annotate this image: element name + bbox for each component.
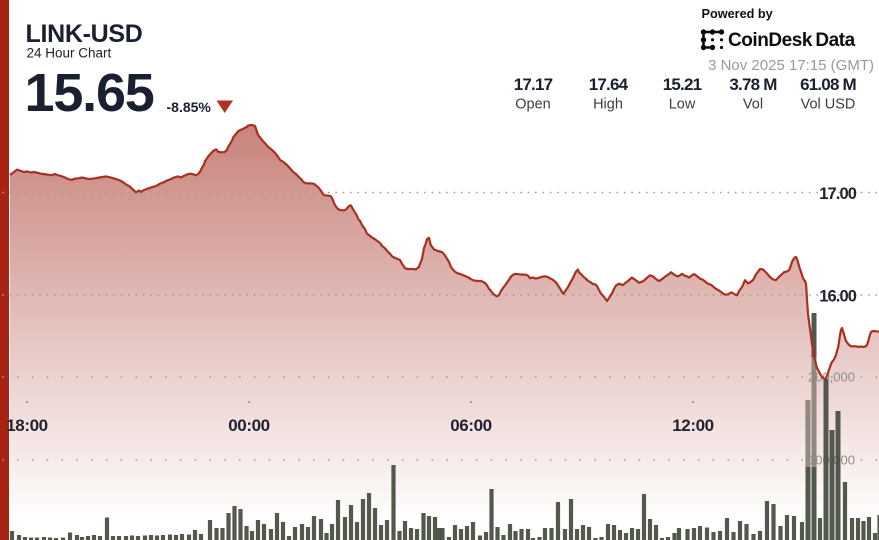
svg-text:Open: Open — [515, 97, 550, 113]
svg-text:Low: Low — [669, 97, 696, 113]
svg-text:CoinDesk Data: CoinDesk Data — [728, 30, 856, 51]
svg-text:17.17: 17.17 — [514, 75, 553, 94]
svg-text:-8.85%: -8.85% — [167, 99, 212, 115]
svg-text:Vol: Vol — [743, 97, 763, 113]
svg-text:12:00: 12:00 — [672, 416, 713, 435]
svg-text:17.00: 17.00 — [819, 185, 857, 203]
svg-text:3 Nov 2025 17:15 (GMT): 3 Nov 2025 17:15 (GMT) — [708, 57, 874, 74]
svg-text:Powered by: Powered by — [702, 7, 773, 21]
svg-text:3.78 M: 3.78 M — [729, 75, 777, 94]
svg-text:15.65: 15.65 — [25, 63, 154, 123]
svg-text:24 Hour Chart: 24 Hour Chart — [27, 46, 112, 61]
svg-text:17.64: 17.64 — [589, 75, 629, 94]
svg-text:High: High — [593, 97, 623, 113]
svg-text:00:00: 00:00 — [228, 416, 269, 435]
svg-text:16.00: 16.00 — [819, 288, 857, 306]
svg-text:18:00: 18:00 — [6, 416, 47, 435]
svg-text:Vol USD: Vol USD — [801, 97, 856, 113]
svg-text:61.08 M: 61.08 M — [800, 75, 856, 94]
svg-text:15.21: 15.21 — [663, 75, 702, 94]
svg-text:06:00: 06:00 — [450, 416, 491, 435]
svg-text:LINK-USD: LINK-USD — [26, 20, 143, 48]
